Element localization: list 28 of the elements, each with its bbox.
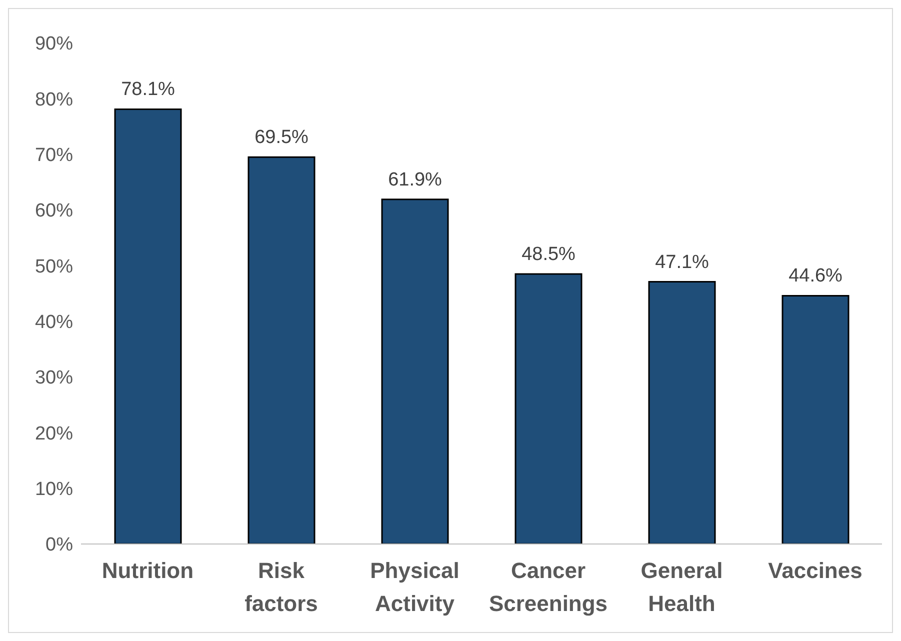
bar <box>782 294 850 544</box>
bar <box>514 273 582 544</box>
bar <box>648 281 716 544</box>
x-tick-label: Physical Activity <box>370 558 460 616</box>
bar <box>114 108 182 544</box>
data-label: 78.1% <box>121 79 176 100</box>
y-tick-label: 30% <box>34 368 74 389</box>
y-tick-label: 40% <box>34 312 74 334</box>
y-tick-label: 60% <box>34 200 74 222</box>
y-tick-label: 70% <box>34 145 74 166</box>
y-tick-label: 90% <box>34 34 74 55</box>
data-label: 47.1% <box>655 252 710 273</box>
data-label: 61.9% <box>388 169 442 190</box>
y-tick-label: 20% <box>34 423 74 444</box>
y-tick-label: 10% <box>34 479 74 500</box>
bar <box>248 156 316 544</box>
x-tick-label: Risk factors <box>244 558 318 616</box>
x-tick-label: Nutrition <box>102 558 194 583</box>
x-tick-label: General Health <box>640 558 723 616</box>
data-label: 44.6% <box>788 266 843 287</box>
data-label: 69.5% <box>254 127 309 148</box>
y-tick-label: 80% <box>34 89 74 110</box>
data-label: 48.5% <box>522 244 576 266</box>
y-tick-label: 0% <box>46 534 74 556</box>
x-tick-label: Vaccines <box>768 558 862 583</box>
bar <box>381 198 449 544</box>
y-tick-label: 50% <box>34 256 74 278</box>
x-tick-label: Cancer Screenings <box>488 558 608 616</box>
